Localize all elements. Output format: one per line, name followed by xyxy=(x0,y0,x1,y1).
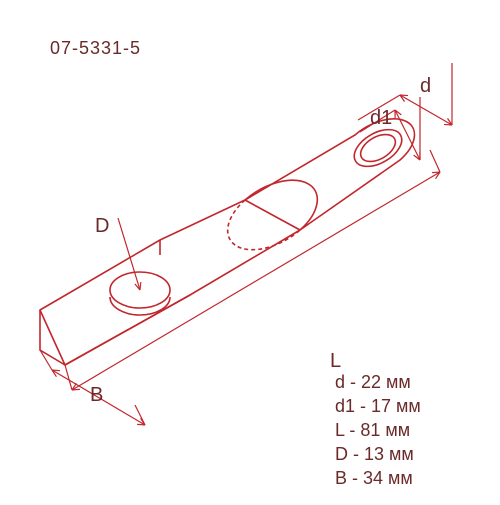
spec-row: D - 13 мм xyxy=(335,442,421,466)
spec-row: B - 34 мм xyxy=(335,466,421,490)
spec-list: d - 22 ммd1 - 17 ммL - 81 ммD - 13 ммB -… xyxy=(335,370,421,490)
spec-row: L - 81 мм xyxy=(335,418,421,442)
label-B: B xyxy=(90,384,103,407)
label-D: D xyxy=(95,215,109,238)
part-number: 07-5331-5 xyxy=(50,38,141,59)
spec-row: d - 22 мм xyxy=(335,370,421,394)
label-d1: d1 xyxy=(370,107,392,130)
label-d: d xyxy=(420,75,431,98)
spec-row: d1 - 17 мм xyxy=(335,394,421,418)
